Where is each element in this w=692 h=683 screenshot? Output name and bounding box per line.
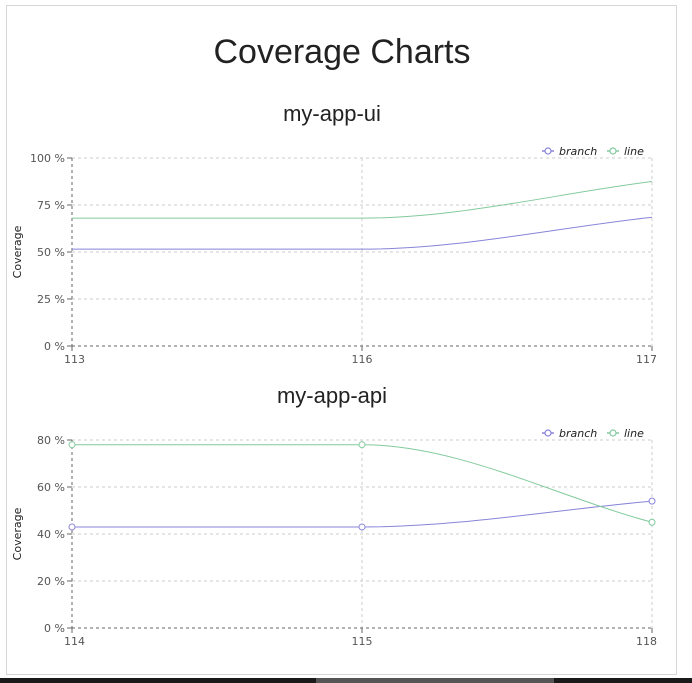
y-tick-label: 40 % xyxy=(37,528,65,541)
legend-marker-icon xyxy=(544,429,552,437)
legend-label: branch xyxy=(559,427,597,440)
legend-marker-icon xyxy=(609,429,617,437)
y-tick-label: 60 % xyxy=(37,481,65,494)
grid xyxy=(71,439,653,629)
legend-item-line[interactable]: line xyxy=(607,145,644,158)
chart-container xyxy=(6,5,677,675)
horizontal-scrollbar[interactable] xyxy=(0,678,692,683)
x-tick-label: 114 xyxy=(64,635,85,648)
data-point-branch[interactable] xyxy=(358,523,366,531)
coverage-chart-api: 0 % 20 % 40 % 60 % 80 % 114 115 118 Coverage bran… xyxy=(11,427,657,648)
data-point-line[interactable] xyxy=(648,518,656,526)
y-tick-label: 25 % xyxy=(37,293,65,306)
y-tick-label: 50 % xyxy=(37,246,65,259)
legend-item-branch[interactable]: branch xyxy=(542,145,597,158)
series-line-line xyxy=(72,181,653,219)
legend-label: line xyxy=(624,145,644,158)
scrollbar-thumb[interactable] xyxy=(316,678,554,683)
series-line-branch xyxy=(71,216,653,250)
y-tick-label: 80 % xyxy=(37,434,65,447)
x-tick-label: 116 xyxy=(352,353,373,366)
legend-label: branch xyxy=(559,145,597,158)
legend-marker-icon xyxy=(609,147,617,155)
y-axis-label: Coverage xyxy=(11,507,24,560)
grid xyxy=(71,157,653,347)
data-point-line[interactable] xyxy=(358,441,366,449)
data-point-branch[interactable] xyxy=(648,497,656,505)
legend-item-branch[interactable]: branch xyxy=(542,427,597,440)
chart-title-api: my-app-api xyxy=(276,383,388,408)
legend: branch line xyxy=(542,427,644,440)
x-tick-label: 113 xyxy=(64,353,85,366)
y-tick-label: 20 % xyxy=(37,575,65,588)
legend-marker-icon xyxy=(544,147,552,155)
x-tick-label: 117 xyxy=(636,353,657,366)
y-tick-label: 0 % xyxy=(44,622,65,635)
legend-label: line xyxy=(624,427,644,440)
y-tick-label: 75 % xyxy=(37,199,65,212)
legend: branch line xyxy=(542,145,644,158)
y-tick-label: 100 % xyxy=(30,152,65,165)
chart-title-ui: my-app-ui xyxy=(283,101,381,126)
data-point-branch[interactable] xyxy=(68,523,76,531)
x-tick-label: 115 xyxy=(352,635,373,648)
y-tick-label: 0 % xyxy=(44,340,65,353)
coverage-chart-ui: 0 % 25 % 50 % 75 % 100 % 113 116 117 Coverage bra… xyxy=(11,145,657,366)
x-tick-label: 118 xyxy=(636,635,657,648)
y-axis-label: Coverage xyxy=(11,225,24,278)
page-title: Coverage Charts xyxy=(213,33,471,71)
data-point-line[interactable] xyxy=(68,441,76,449)
legend-item-line[interactable]: line xyxy=(607,427,644,440)
